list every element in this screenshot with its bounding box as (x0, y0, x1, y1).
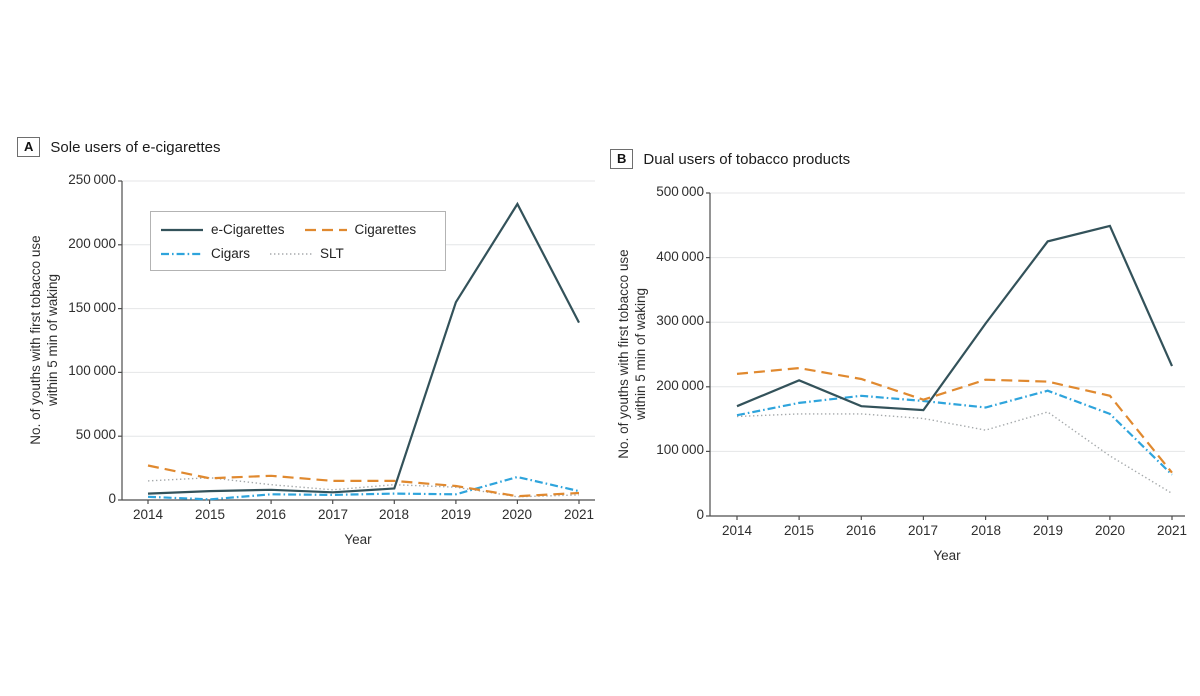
panel-b-xtick-label-1: 2015 (783, 523, 815, 538)
panel-a-xtick-label-6: 2020 (501, 507, 533, 522)
legend-label-cigars: Cigars (211, 246, 251, 261)
panel-b-ytick-label-2: 200 000 (656, 378, 704, 393)
panel-a-ytick-label-3: 150 000 (68, 300, 116, 315)
panel-b-y-axis-label: No. of youths with first tobacco use wit… (615, 194, 649, 514)
panel-a-ytick-label-1: 50 000 (75, 427, 116, 442)
panel-a-xtick-label-5: 2019 (440, 507, 472, 522)
panel-a-xtick-label-1: 2015 (194, 507, 226, 522)
panel-b-xtick-label-0: 2014 (721, 523, 753, 538)
panel-b-ytick-label-5: 500 000 (656, 184, 704, 199)
panel-a-ytick-label-5: 250 000 (68, 172, 116, 187)
series-line-cigarettes (147, 464, 580, 498)
panel-b-header: B Dual users of tobacco products (610, 149, 850, 169)
panel-a-xtick-label-7: 2021 (563, 507, 595, 522)
series-line-cigarettes (736, 366, 1173, 474)
series-line-cigars (147, 475, 580, 501)
panel-a-letter-badge: A (17, 137, 41, 157)
legend-sample-cigars-line (161, 252, 203, 255)
legend-label-slt: SLT (320, 246, 344, 261)
panel-a-header: A Sole users of e-cigarettes (17, 137, 220, 157)
panel-b-ytick-label-0: 0 (696, 507, 704, 522)
panel-b-xtick-label-7: 2021 (1156, 523, 1188, 538)
panel-a-xtick-label-2: 2016 (255, 507, 287, 522)
panel-a-x-axis-label: Year (344, 532, 372, 547)
panel-a-xtick-label-0: 2014 (132, 507, 164, 522)
panel-a-y-axis-label: No. of youths with first tobacco use wit… (27, 180, 61, 500)
panel-b-xtick-label-3: 2017 (907, 523, 939, 538)
legend-row-2: Cigars SLT (160, 244, 436, 263)
panel-b-ytick-label-1: 100 000 (656, 442, 704, 457)
panel-b-title: Dual users of tobacco products (643, 150, 851, 168)
panel-b-xtick-label-6: 2020 (1094, 523, 1126, 538)
panel-a-xtick-label-3: 2017 (317, 507, 349, 522)
panel-b-letter-badge: B (610, 149, 634, 169)
legend-sample-cigarettes-line (304, 228, 347, 231)
panel-b-y-axis-label-line2: within 5 min of waking (633, 287, 648, 421)
panel-a-ytick-label-2: 100 000 (68, 363, 116, 378)
panel-a-xtick-label-4: 2018 (378, 507, 410, 522)
legend-sample-slt-line (270, 252, 313, 255)
series-line-slt (736, 411, 1173, 494)
panel-b-xtick-label-5: 2019 (1032, 523, 1064, 538)
panel-a-y-axis-label-line2: within 5 min of waking (45, 273, 60, 407)
panel-b-x-axis-label: Year (933, 548, 961, 563)
panel-b-ytick-label-3: 300 000 (656, 313, 704, 328)
legend-row-1: e-Cigarettes Cigarettes (160, 220, 436, 239)
series-line-slt (147, 476, 580, 498)
panel-a-y-axis-label-line1: No. of youths with first tobacco use (28, 235, 43, 445)
panel-b-xtick-label-2: 2016 (845, 523, 877, 538)
legend: e-Cigarettes Cigarettes Cigars SLT (150, 211, 446, 271)
panel-a-ytick-label-4: 200 000 (68, 236, 116, 251)
panel-a-ytick-label-0: 0 (108, 491, 116, 506)
legend-label-cigarettes: Cigarettes (354, 222, 417, 237)
panel-b-xtick-label-4: 2018 (970, 523, 1002, 538)
panel-b-ytick-label-4: 400 000 (656, 249, 704, 264)
legend-sample-ecigarettes-line (161, 228, 203, 231)
series-line-cigars (736, 389, 1173, 476)
legend-label-ecigarettes: e-Cigarettes (211, 222, 285, 237)
panel-b-y-axis-label-line1: No. of youths with first tobacco use (616, 249, 631, 459)
panel-a-title: Sole users of e-cigarettes (50, 138, 221, 156)
series-line-e-cigarettes (736, 224, 1174, 412)
